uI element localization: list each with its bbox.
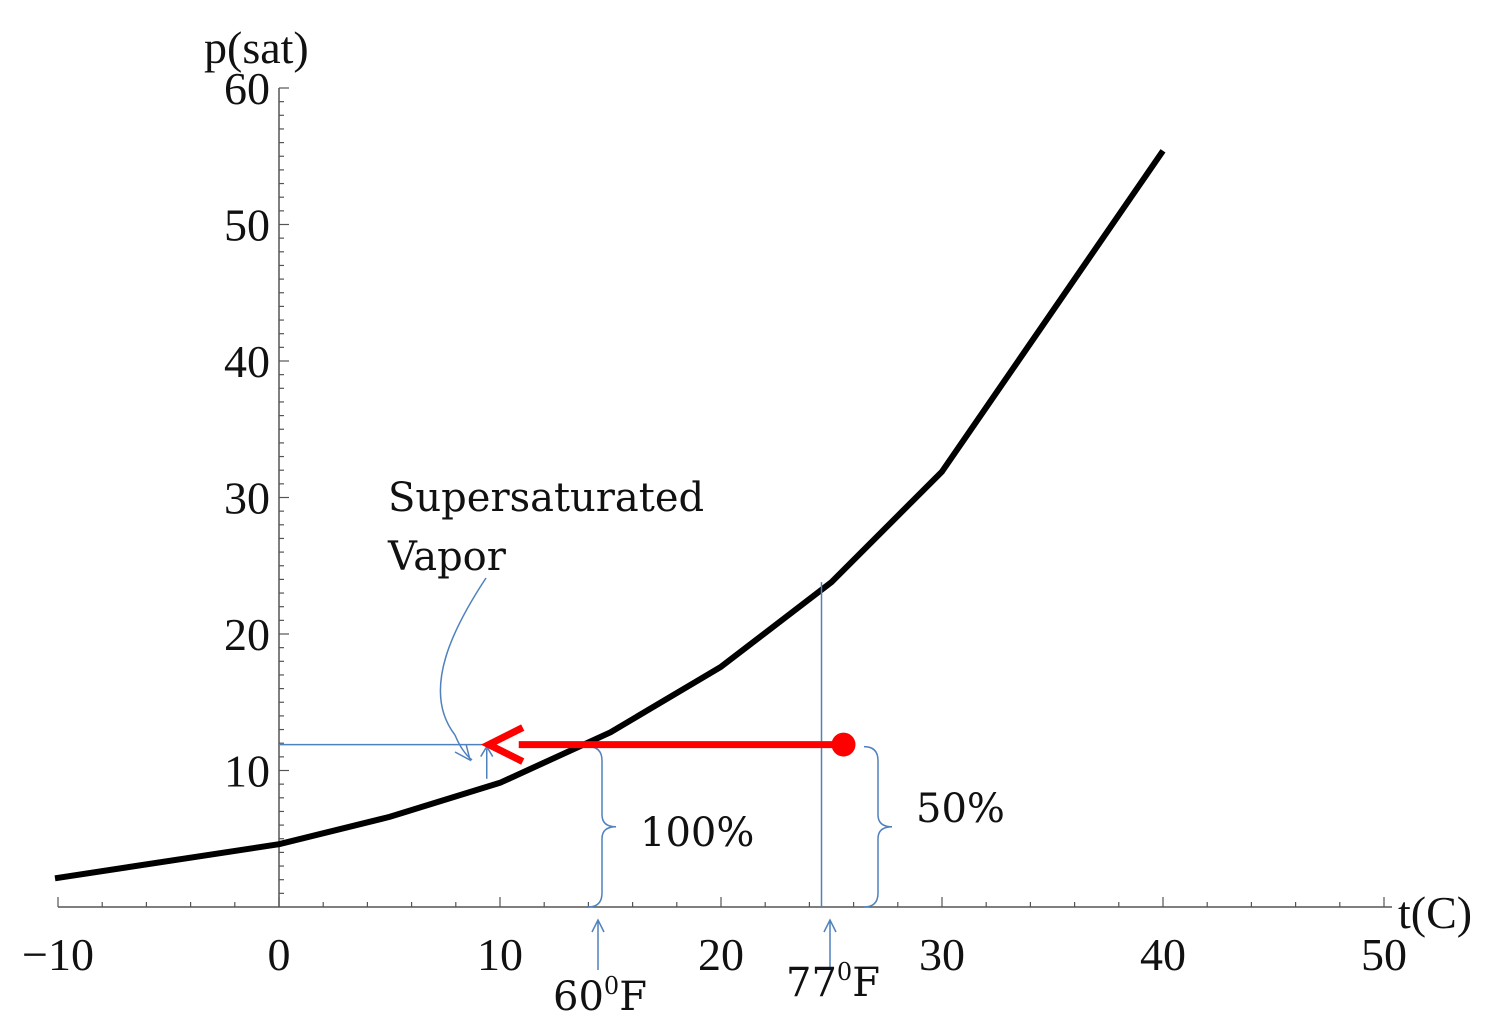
y-tick-label: 60 — [224, 63, 270, 114]
label-60f: 600F — [553, 972, 647, 1020]
x-tick-label: 20 — [698, 929, 744, 980]
x-axis-label: t(C) — [1398, 887, 1472, 938]
y-axis-label: p(sat) — [204, 22, 309, 73]
y-tick-label: 20 — [224, 609, 270, 660]
label-50-percent: 50% — [916, 786, 1005, 832]
label-100-percent: 100% — [640, 810, 754, 856]
saturation-curve — [54, 149, 1166, 882]
supersaturated-label-line1: Supersaturated — [388, 475, 704, 521]
y-tick-label: 10 — [224, 746, 270, 797]
label-77f: 770F — [786, 958, 880, 1006]
x-tick-label: 50 — [1361, 929, 1407, 980]
y-tick-label: 50 — [224, 200, 270, 251]
x-tick-label: 40 — [1140, 929, 1186, 980]
arrow-60f-head — [591, 918, 605, 933]
x-tick-label: 0 — [268, 929, 291, 980]
supersat-pointer-head — [454, 743, 472, 762]
brace-100-percent — [587, 745, 617, 908]
y-tick-label: 40 — [224, 336, 270, 387]
x-tick-label: 30 — [919, 929, 965, 980]
arrow-77f-head — [823, 918, 837, 933]
x-tick-label: 10 — [477, 929, 523, 980]
y-tick-label: 30 — [224, 473, 270, 524]
supersaturated-label-line2: Vapor — [387, 534, 507, 580]
brace-50-percent — [863, 745, 893, 908]
supersat-pointer-tail — [454, 734, 473, 761]
initial-state-point — [831, 732, 856, 757]
supersat-pointer — [439, 577, 487, 736]
cooling-process-arrowhead — [480, 724, 525, 765]
x-tick-label: −10 — [22, 929, 94, 980]
